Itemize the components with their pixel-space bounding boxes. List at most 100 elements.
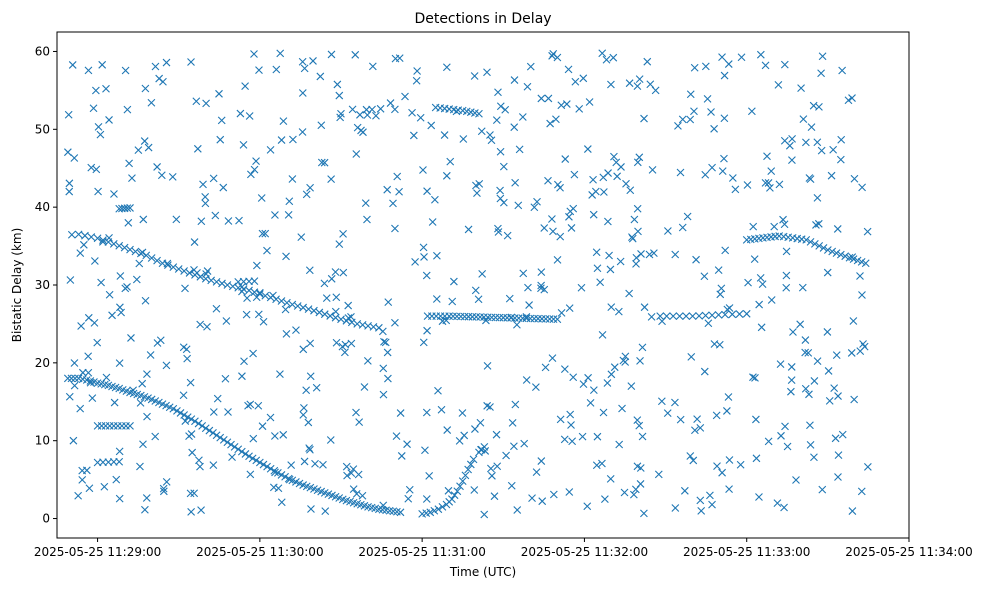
data-point bbox=[589, 175, 597, 184]
data-point bbox=[219, 183, 228, 192]
data-point bbox=[648, 165, 657, 174]
y-tick-label: 0 bbox=[42, 512, 50, 526]
data-point bbox=[84, 352, 93, 361]
data-point bbox=[347, 469, 356, 478]
data-point bbox=[379, 501, 388, 510]
data-point bbox=[255, 458, 264, 467]
data-point bbox=[408, 108, 416, 117]
chart-title: Detections in Delay bbox=[414, 11, 551, 27]
data-point bbox=[470, 72, 479, 80]
data-point bbox=[507, 313, 516, 322]
data-point bbox=[299, 345, 308, 354]
data-point bbox=[452, 107, 461, 116]
data-point bbox=[181, 417, 190, 425]
data-point bbox=[276, 49, 285, 58]
data-point bbox=[610, 363, 619, 372]
data-point bbox=[556, 183, 564, 192]
data-point bbox=[654, 470, 663, 479]
data-point bbox=[549, 490, 558, 499]
data-point bbox=[532, 468, 541, 477]
data-point bbox=[201, 193, 210, 201]
data-point bbox=[556, 232, 565, 241]
data-point bbox=[215, 89, 223, 98]
data-point bbox=[139, 215, 148, 224]
data-point bbox=[349, 485, 358, 494]
data-point bbox=[224, 408, 232, 416]
data-point bbox=[602, 55, 611, 64]
data-point bbox=[850, 395, 859, 404]
data-point bbox=[526, 62, 535, 71]
data-point bbox=[335, 91, 344, 100]
data-point bbox=[138, 248, 147, 257]
data-point bbox=[538, 497, 547, 506]
data-point bbox=[282, 252, 290, 261]
data-point bbox=[238, 372, 246, 381]
data-point bbox=[776, 360, 785, 368]
data-point bbox=[84, 368, 93, 377]
data-point bbox=[311, 459, 319, 468]
data-point bbox=[125, 159, 133, 168]
data-point bbox=[752, 415, 760, 424]
data-point bbox=[281, 305, 290, 314]
data-point bbox=[630, 215, 639, 224]
data-point bbox=[636, 464, 645, 472]
data-point bbox=[480, 510, 489, 519]
data-point bbox=[368, 62, 377, 71]
data-point bbox=[505, 294, 514, 303]
data-point bbox=[814, 219, 823, 228]
data-point bbox=[391, 105, 399, 114]
data-point bbox=[492, 430, 501, 439]
data-point bbox=[770, 222, 779, 231]
data-point bbox=[250, 277, 259, 285]
data-point bbox=[799, 115, 808, 124]
data-point bbox=[173, 406, 181, 415]
data-point bbox=[801, 138, 810, 147]
data-point bbox=[782, 283, 791, 292]
data-point bbox=[203, 322, 211, 331]
data-point bbox=[355, 418, 364, 427]
data-point bbox=[288, 175, 297, 183]
data-point bbox=[626, 186, 635, 195]
data-point bbox=[593, 432, 602, 441]
data-point bbox=[450, 277, 458, 286]
data-point bbox=[270, 432, 279, 440]
data-point bbox=[164, 261, 172, 270]
data-point bbox=[518, 113, 527, 121]
data-point bbox=[695, 311, 703, 320]
data-point bbox=[797, 84, 805, 92]
data-point bbox=[474, 295, 483, 304]
data-point bbox=[102, 373, 111, 382]
data-point bbox=[725, 456, 734, 464]
data-point bbox=[708, 500, 716, 509]
y-axis-label: Bistatic Delay (km) bbox=[10, 228, 24, 343]
data-point bbox=[405, 485, 414, 494]
data-point bbox=[391, 318, 399, 327]
data-point bbox=[678, 223, 687, 232]
data-point bbox=[707, 108, 715, 116]
data-point bbox=[224, 217, 233, 225]
data-point bbox=[605, 251, 613, 260]
data-point bbox=[813, 138, 822, 147]
data-point bbox=[714, 266, 723, 274]
data-point bbox=[128, 174, 136, 183]
data-point bbox=[287, 461, 296, 469]
data-point bbox=[397, 452, 406, 460]
data-point bbox=[248, 454, 257, 463]
data-point bbox=[348, 105, 357, 114]
data-point bbox=[691, 426, 699, 435]
data-point bbox=[743, 181, 752, 189]
data-point bbox=[448, 495, 456, 503]
data-point bbox=[127, 334, 135, 342]
data-point bbox=[838, 66, 847, 75]
data-point bbox=[236, 109, 245, 118]
data-point bbox=[331, 307, 340, 316]
data-point bbox=[250, 50, 258, 58]
data-point bbox=[589, 210, 598, 219]
data-point bbox=[223, 438, 232, 447]
data-point bbox=[304, 418, 313, 427]
data-point bbox=[569, 373, 578, 382]
data-point bbox=[847, 349, 856, 357]
data-point bbox=[169, 404, 178, 413]
data-point bbox=[426, 508, 435, 517]
